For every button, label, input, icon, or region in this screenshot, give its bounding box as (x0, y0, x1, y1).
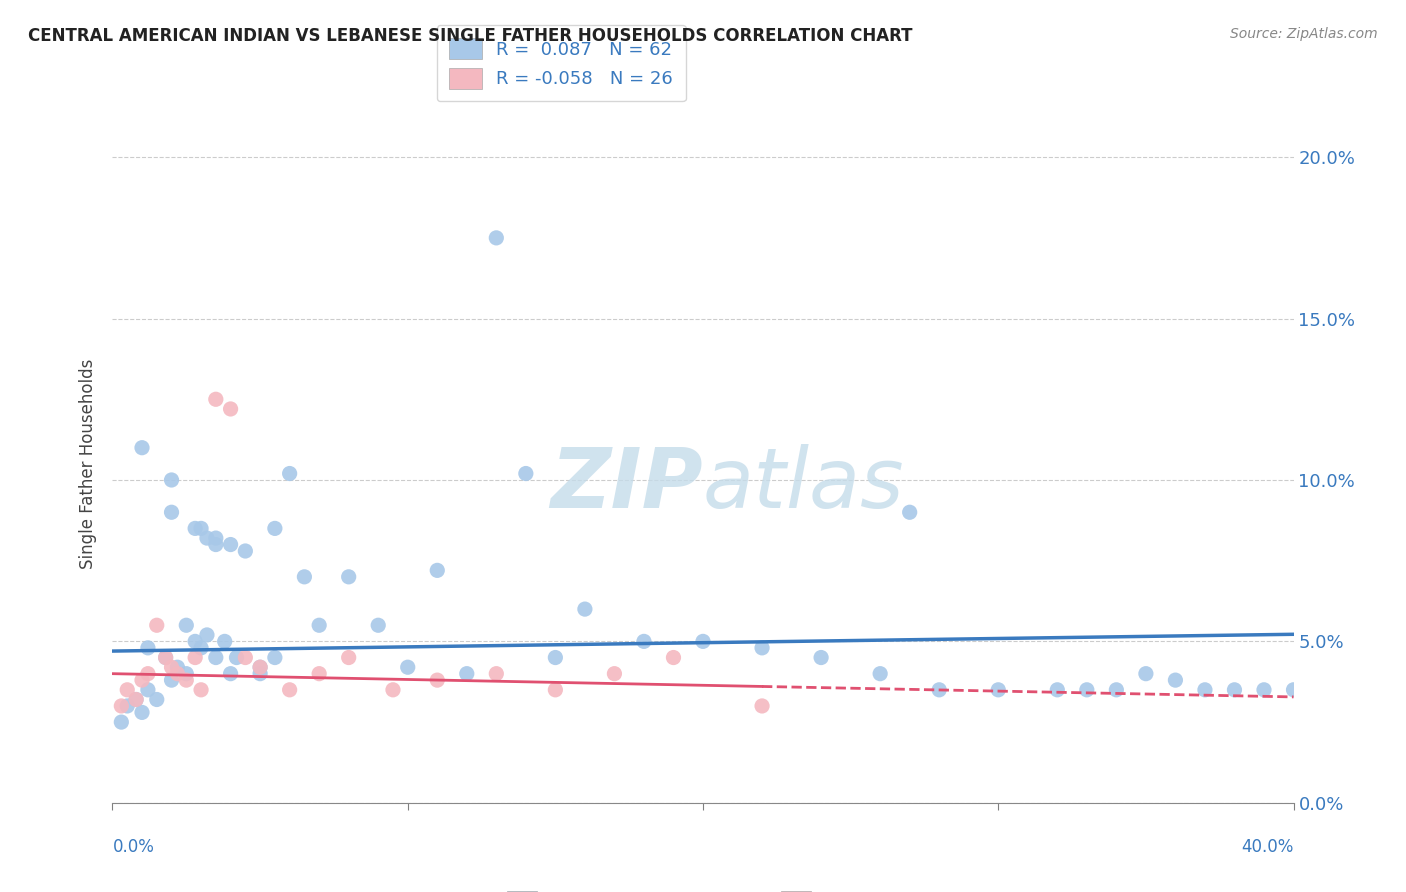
Point (337, 570, 360, 584)
Point (603, 666, 626, 681)
Point (110, 698, 132, 713)
Point (426, 563, 449, 577)
Point (544, 682, 567, 697)
Point (195, 628, 218, 642)
Point (184, 634, 207, 648)
Point (574, 602, 596, 616)
Point (308, 666, 330, 681)
Point (485, 666, 508, 681)
Point (219, 537, 242, 551)
Point (1105, 682, 1128, 697)
Point (136, 640, 159, 655)
Point (898, 505, 921, 519)
Point (205, 392, 228, 407)
Point (426, 673, 449, 687)
Point (810, 650, 832, 665)
Point (396, 660, 419, 674)
Point (367, 618, 389, 632)
Point (117, 698, 138, 713)
Point (249, 666, 271, 681)
Point (125, 692, 148, 706)
Point (662, 650, 685, 665)
Point (219, 666, 242, 681)
Point (146, 692, 169, 706)
Point (166, 660, 188, 674)
Point (292, 570, 315, 584)
Point (160, 505, 183, 519)
Point (174, 666, 197, 681)
Point (485, 231, 508, 245)
Point (633, 634, 655, 648)
Point (1282, 682, 1305, 697)
Point (264, 521, 287, 535)
Point (233, 650, 256, 665)
Point (308, 618, 330, 632)
Point (190, 682, 212, 697)
Point (233, 544, 256, 558)
Point (382, 682, 405, 697)
Point (205, 537, 228, 551)
Point (146, 618, 169, 632)
Point (264, 650, 287, 665)
Point (249, 660, 271, 674)
Point (515, 467, 537, 481)
Point (225, 650, 247, 665)
Point (278, 467, 301, 481)
Point (751, 640, 773, 655)
Point (131, 441, 153, 455)
Text: Source: ZipAtlas.com: Source: ZipAtlas.com (1230, 27, 1378, 41)
Point (1135, 666, 1157, 681)
Point (190, 640, 212, 655)
Point (544, 650, 567, 665)
Point (184, 521, 207, 535)
Point (219, 401, 242, 416)
Point (456, 666, 478, 681)
Y-axis label: Single Father Households: Single Father Households (79, 359, 97, 569)
Point (869, 666, 891, 681)
Text: atlas: atlas (703, 443, 904, 524)
Point (117, 682, 138, 697)
Point (125, 692, 148, 706)
Point (174, 673, 197, 687)
Point (155, 650, 177, 665)
Point (1194, 682, 1216, 697)
Point (160, 660, 183, 674)
Point (337, 650, 360, 665)
Text: ZIP: ZIP (550, 443, 703, 524)
Point (692, 634, 714, 648)
Point (1223, 682, 1246, 697)
Point (987, 682, 1010, 697)
Point (1164, 673, 1187, 687)
Point (174, 618, 197, 632)
Point (1253, 682, 1275, 697)
Point (131, 673, 153, 687)
Point (278, 682, 301, 697)
Point (205, 650, 228, 665)
Point (751, 698, 773, 713)
Point (110, 715, 132, 730)
Point (249, 660, 271, 674)
Point (160, 673, 183, 687)
Text: 0.0%: 0.0% (112, 838, 155, 856)
Point (160, 473, 183, 487)
Point (928, 682, 950, 697)
Text: 40.0%: 40.0% (1241, 838, 1294, 856)
Point (214, 634, 236, 648)
Point (136, 682, 159, 697)
Point (1046, 682, 1069, 697)
Point (1076, 682, 1098, 697)
Point (190, 521, 212, 535)
Point (205, 531, 228, 545)
Point (136, 666, 159, 681)
Point (131, 706, 153, 720)
Point (166, 666, 188, 681)
Point (155, 650, 177, 665)
Legend: Central American Indians, Lebanese: Central American Indians, Lebanese (501, 884, 905, 892)
Text: CENTRAL AMERICAN INDIAN VS LEBANESE SINGLE FATHER HOUSEHOLDS CORRELATION CHART: CENTRAL AMERICAN INDIAN VS LEBANESE SING… (28, 27, 912, 45)
Point (195, 531, 218, 545)
Point (184, 650, 207, 665)
